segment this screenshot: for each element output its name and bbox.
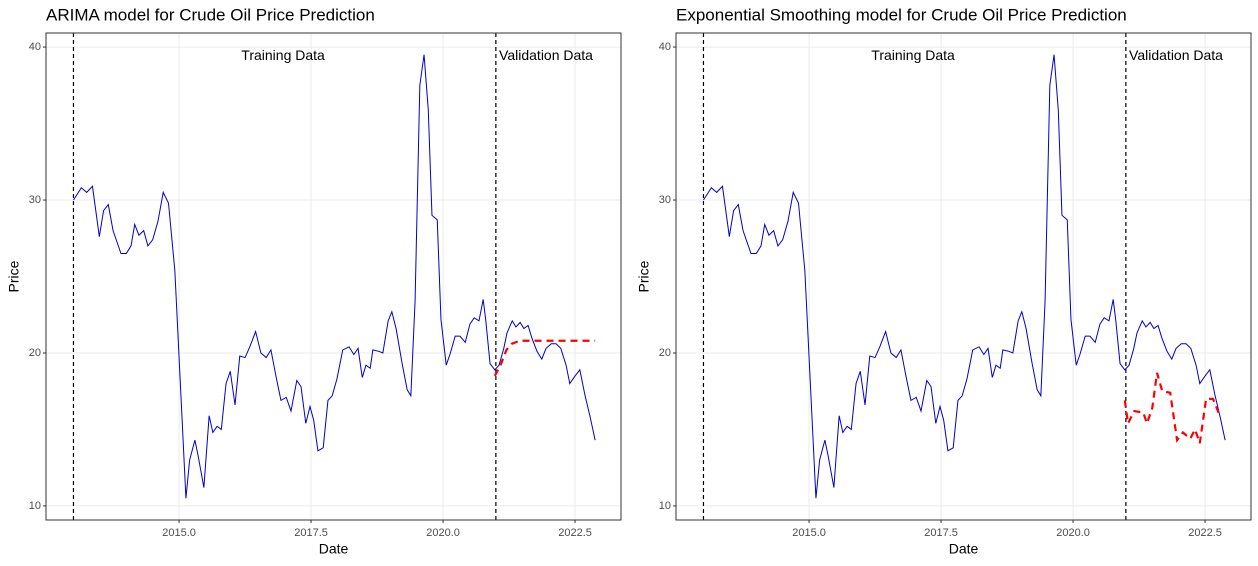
x-tick-label: 2015.0: [162, 527, 196, 539]
y-axis-label: Price: [636, 260, 652, 292]
series-line: [493, 339, 596, 377]
y-tick-label: 20: [659, 347, 671, 359]
chart-title: ARIMA model for Crude Oil Price Predicti…: [46, 5, 375, 24]
x-tick-label: 2017.5: [924, 527, 958, 539]
y-axis-label: Price: [6, 260, 22, 292]
plot-border: [675, 32, 1252, 521]
annotation: Validation Data: [1129, 47, 1223, 63]
x-tick-label: 2022.5: [558, 527, 592, 539]
x-tick-label: 2020.0: [1056, 527, 1090, 539]
y-tick-label: 30: [659, 194, 671, 206]
x-tick-label: 2020.0: [426, 527, 460, 539]
annotation: Training Data: [241, 47, 325, 63]
annotation: Validation Data: [499, 47, 593, 63]
x-tick-label: 2015.0: [792, 527, 826, 539]
x-tick-label: 2017.5: [294, 527, 328, 539]
y-tick-label: 10: [659, 500, 671, 512]
series-line: [703, 54, 1226, 499]
chart-title: Exponential Smoothing model for Crude Oi…: [676, 5, 1127, 24]
y-tick-label: 20: [29, 347, 41, 359]
y-tick-label: 40: [29, 41, 41, 53]
chart-panel: Exponential Smoothing model for Crude Oi…: [636, 5, 1252, 557]
y-tick-label: 30: [29, 194, 41, 206]
y-tick-label: 10: [29, 500, 41, 512]
x-axis-label: Date: [319, 541, 349, 557]
x-axis-label: Date: [949, 541, 979, 557]
series-line: [1123, 372, 1221, 444]
chart-panel: ARIMA model for Crude Oil Price Predicti…: [6, 5, 622, 557]
series-line: [73, 54, 596, 499]
annotation: Training Data: [871, 47, 955, 63]
y-tick-label: 40: [659, 41, 671, 53]
x-tick-label: 2022.5: [1188, 527, 1222, 539]
plot-border: [45, 32, 622, 521]
